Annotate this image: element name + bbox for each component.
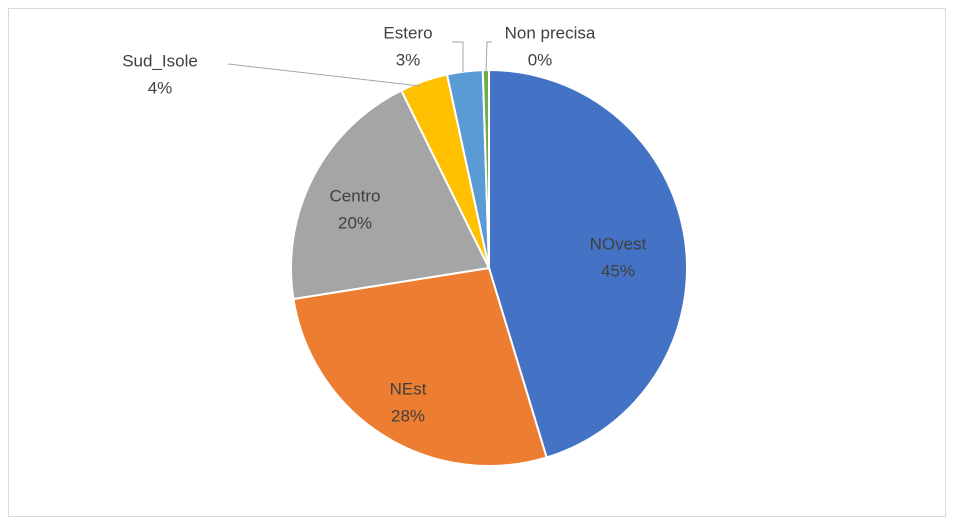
category-label: Non precisa [505,23,596,42]
value-label: 20% [338,213,372,232]
leader-line [227,63,421,87]
value-label: 4% [148,78,173,97]
category-label: NEst [390,379,427,398]
value-label: 45% [601,261,635,280]
value-label: 0% [528,50,553,69]
category-label: Estero [383,23,432,42]
category-label: Centro [329,186,380,205]
leader-line [452,41,464,72]
pie-slice [290,89,491,301]
value-label: 28% [391,406,425,425]
leader-line [485,41,492,73]
category-label: Sud_Isole [122,51,198,70]
pie-slice [488,68,688,459]
value-label: 3% [396,50,421,69]
pie-slice [292,266,548,467]
category-label: NOvest [590,234,647,253]
